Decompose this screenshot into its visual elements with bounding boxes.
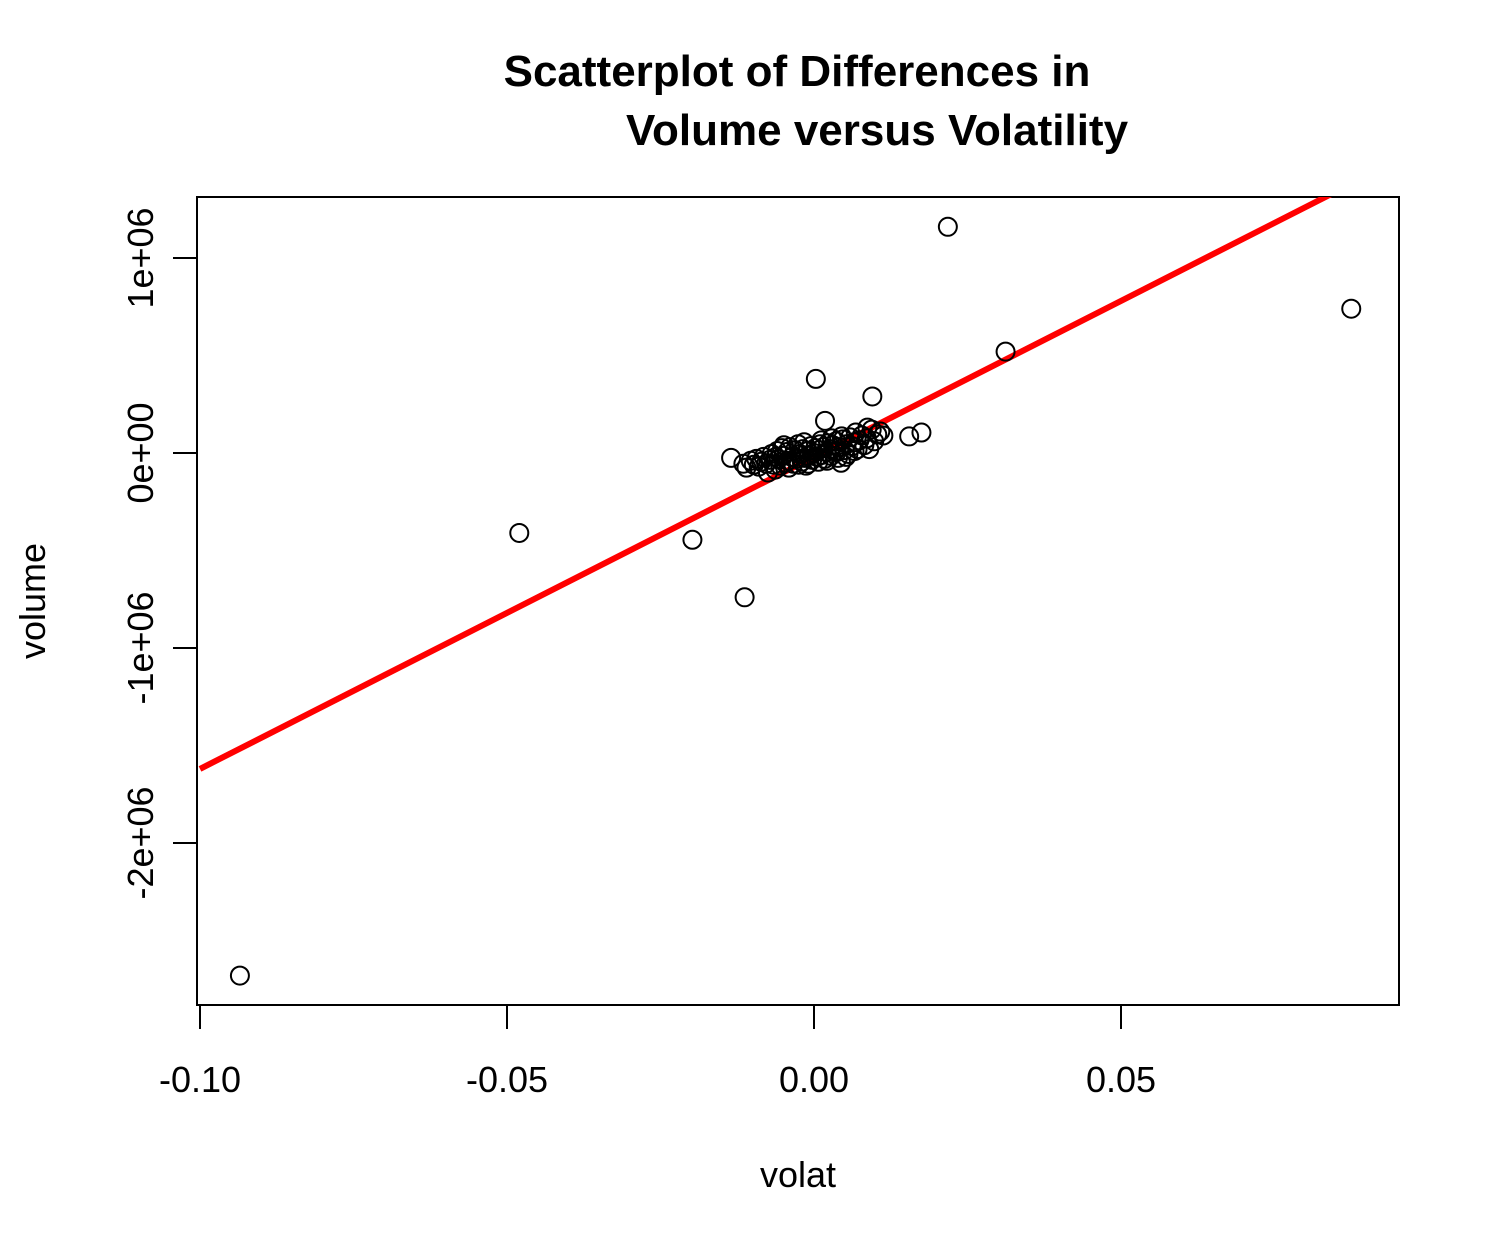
data-point (682, 529, 703, 550)
data-point (844, 441, 865, 462)
data-point (811, 430, 832, 451)
x-axis: -0.10 -0.05 0.00 0.05 (159, 1004, 1156, 1100)
y-tick-label: 1e+06 (120, 207, 161, 308)
chart-subtitle: Volume versus Volatility (626, 106, 1129, 155)
chart-title: Scatterplot of Differences in (504, 47, 1091, 96)
y-tick-label: -2e+06 (120, 786, 161, 899)
data-point (821, 428, 842, 449)
data-point (808, 451, 829, 472)
data-point (870, 421, 891, 442)
x-tick-label: 0.05 (1086, 1059, 1156, 1100)
y-axis-label: volume (12, 543, 53, 659)
x-axis-label: volat (760, 1154, 836, 1195)
y-tick-label: -1e+06 (120, 591, 161, 704)
data-point (509, 522, 530, 543)
data-point (899, 426, 920, 447)
x-tick-label: -0.05 (466, 1059, 548, 1100)
data-point (721, 447, 742, 468)
data-point (1341, 298, 1362, 319)
plot-frame (196, 196, 1400, 1006)
data-point (831, 426, 852, 447)
x-tick-label: -0.10 (159, 1059, 241, 1100)
data-point (805, 368, 826, 389)
y-tick-label: 0e+00 (120, 402, 161, 503)
data-point (937, 216, 958, 237)
data-point (867, 424, 888, 445)
data-point (773, 435, 794, 456)
data-point (862, 386, 883, 407)
data-point (815, 410, 836, 431)
data-point (788, 454, 809, 475)
data-point (746, 448, 767, 469)
y-axis: 1e+06 0e+00 -1e+06 -2e+06 (120, 207, 198, 900)
data-point (995, 341, 1016, 362)
data-point (857, 417, 878, 438)
x-tick-label: 0.00 (779, 1059, 849, 1100)
data-points (229, 216, 1362, 986)
data-point (911, 422, 932, 443)
data-point (778, 457, 799, 478)
data-point (873, 425, 894, 446)
data-point (229, 965, 250, 986)
data-point (734, 587, 755, 608)
